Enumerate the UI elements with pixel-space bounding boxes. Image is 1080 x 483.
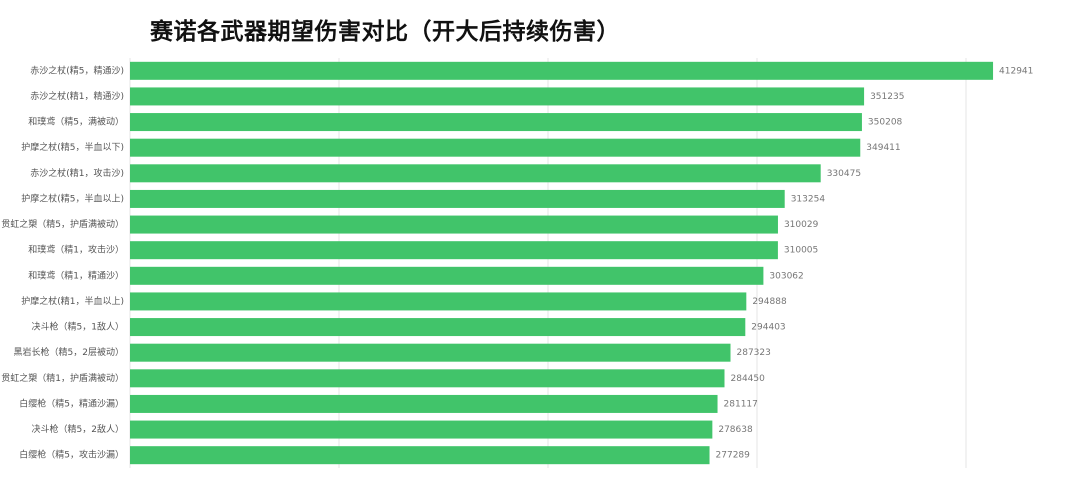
category-label: 贯虹之槊（精1，护盾满被动） [1,372,124,384]
value-label: 278638 [718,425,753,435]
category-label: 和璞鸢（精5，满被动） [28,116,124,128]
value-label: 281117 [724,399,758,409]
bar [130,446,710,465]
category-label: 黑岩长枪（精5，2层被动） [14,346,124,358]
bar [130,420,713,439]
category-label: 白缨枪（精5，精通沙漏） [19,397,124,409]
category-label: 和璞鸢（精1，精通沙） [28,269,124,281]
value-label: 284450 [731,374,766,384]
category-label: 赤沙之杖(精5，精通沙) [30,64,124,76]
bar [130,113,862,132]
category-label: 赤沙之杖(精1，攻击沙) [30,167,124,179]
value-label: 412941 [999,66,1033,76]
bar [130,87,865,106]
bar [130,266,764,285]
bar [130,61,994,80]
bar [130,394,718,413]
value-label: 277289 [716,451,751,461]
category-label: 护摩之杖(精5，半血以下) [21,141,124,153]
value-label: 310029 [784,220,819,230]
bar [130,292,747,311]
value-label: 294403 [751,323,785,333]
category-label: 决斗枪（精5，2敌人） [32,423,124,435]
value-label: 303062 [769,271,803,281]
value-label: 294888 [752,297,787,307]
category-label: 和璞鸢（精1，攻击沙） [28,244,124,256]
bars [130,61,994,465]
category-label: 护摩之杖(精1，半血以上) [21,295,124,307]
bar [130,318,746,337]
value-label: 310005 [784,246,818,256]
value-label: 313254 [791,194,826,204]
value-labels: 412941 351235 350208 349411 330475 313254 3100… [716,66,1034,460]
value-label: 287323 [737,348,771,358]
category-label: 白缨枪（精5，攻击沙漏） [19,449,124,461]
value-label: 350208 [868,118,903,128]
category-label: 决斗枪（精5，1敌人） [32,321,124,333]
bar [130,138,861,157]
bar [130,189,785,208]
bar [130,215,778,234]
bar [130,164,821,183]
bar [130,369,725,388]
category-labels: 赤沙之杖(精5，精通沙) 赤沙之杖(精1，精通沙) 和璞鸢（精5，满被动） 护摩之杖(… [1,64,124,460]
category-label: 护摩之杖(精5，半血以上) [21,192,124,204]
chart-title: 赛诺各武器期望伤害对比（开大后持续伤害） [150,19,620,45]
value-label: 351235 [870,92,904,102]
value-label: 330475 [827,169,861,179]
value-label: 349411 [866,143,900,153]
bar [130,343,731,362]
category-label: 贯虹之槊（精5，护盾满被动） [1,218,124,230]
category-label: 赤沙之杖(精1，精通沙) [30,90,124,102]
bar [130,241,778,260]
